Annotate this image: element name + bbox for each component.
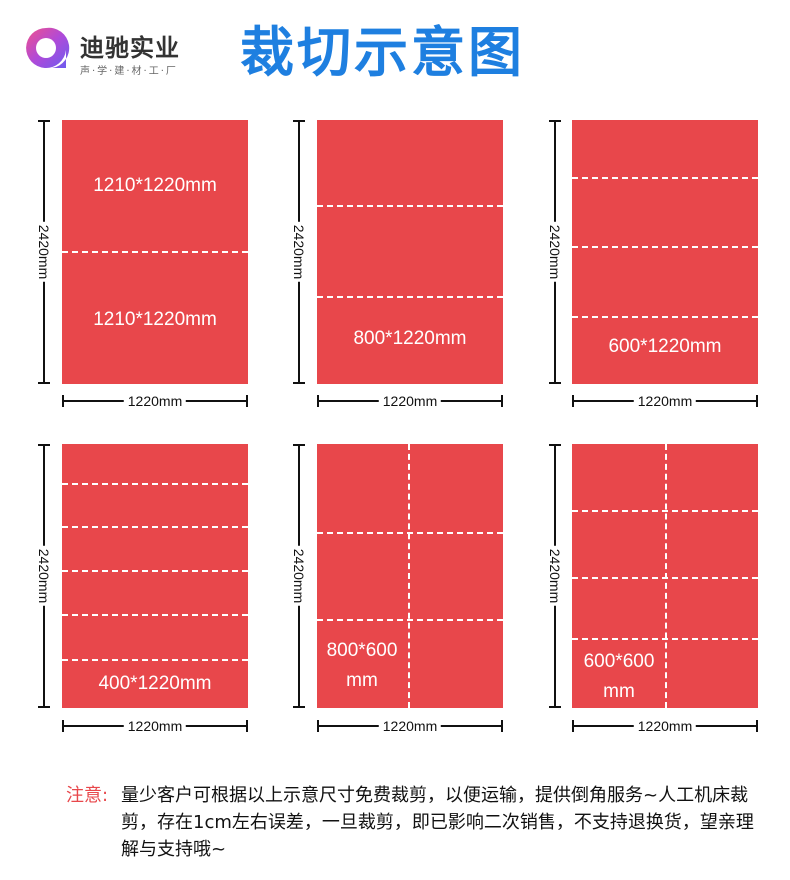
width-label: 1220mm [633,393,697,409]
horizontal-cut-line [572,177,758,179]
piece-size-label: 800*1220mm [353,328,467,349]
horizontal-cut-line [62,526,248,528]
board-sheet: 400*1220mm [62,444,248,708]
width-dimension: 1220mm [62,393,248,409]
brand-logo-icon [26,27,70,69]
piece-size-label: 1210*1220mm [93,175,217,196]
height-dimension: 2420mm [547,444,563,708]
height-label: 2420mm [36,221,52,283]
piece-size-label: 800*600 mm [326,640,398,691]
horizontal-cut-line [572,577,758,579]
width-dimension: 1220mm [317,393,503,409]
height-dimension: 2420mm [291,444,307,708]
height-dimension: 2420mm [291,120,307,384]
width-dimension: 1220mm [572,393,758,409]
piece-size-label: 400*1220mm [98,673,212,694]
width-label: 1220mm [633,718,697,734]
width-label: 1220mm [123,718,187,734]
horizontal-cut-line [572,316,758,318]
horizontal-cut-line [572,510,758,512]
height-dimension: 2420mm [36,120,52,384]
board-sheet: 800*1220mm [317,120,503,384]
horizontal-cut-line [317,532,503,534]
height-label: 2420mm [291,221,307,283]
horizontal-cut-line [317,205,503,207]
piece-size-label: 1210*1220mm [93,309,217,330]
horizontal-cut-line [62,570,248,572]
brand-name: 迪驰实业 [80,34,180,62]
horizontal-cut-line [572,246,758,248]
width-label: 1220mm [378,718,442,734]
brand-subtitle: 声·学·建·材·工·厂 [80,66,178,77]
width-dimension: 1220mm [62,718,248,734]
vertical-cut-line [408,444,410,708]
height-label: 2420mm [291,545,307,607]
horizontal-cut-line [62,251,248,253]
page-title: 裁切示意图 [240,21,525,84]
width-dimension: 1220mm [317,718,503,734]
width-dimension: 1220mm [572,718,758,734]
height-label: 2420mm [547,221,563,283]
piece-size-label: 600*600 mm [583,651,655,702]
height-label: 2420mm [547,545,563,607]
horizontal-cut-line [62,483,248,485]
board-sheet: 600*1220mm [572,120,758,384]
height-dimension: 2420mm [36,444,52,708]
notice-label: 注意: [66,785,109,806]
notice-text: 量少客户可根据以上示意尺寸免费裁剪，以便运输，提供倒角服务~人工机床裁剪，存在1… [121,785,754,860]
horizontal-cut-line [62,614,248,616]
piece-size-label: 600*1220mm [608,336,722,357]
board-sheet: 800*600 mm [317,444,503,708]
vertical-cut-line [665,444,667,708]
width-label: 1220mm [378,393,442,409]
width-label: 1220mm [123,393,187,409]
horizontal-cut-line [62,659,248,661]
horizontal-cut-line [317,296,503,298]
height-label: 2420mm [36,545,52,607]
horizontal-cut-line [317,619,503,621]
horizontal-cut-line [572,638,758,640]
height-dimension: 2420mm [547,120,563,384]
board-sheet: 600*600 mm [572,444,758,708]
brand-logo: 迪驰实业 声·学·建·材·工·厂 [22,22,222,82]
board-sheet: 1210*1220mm 1210*1220mm [62,120,248,384]
